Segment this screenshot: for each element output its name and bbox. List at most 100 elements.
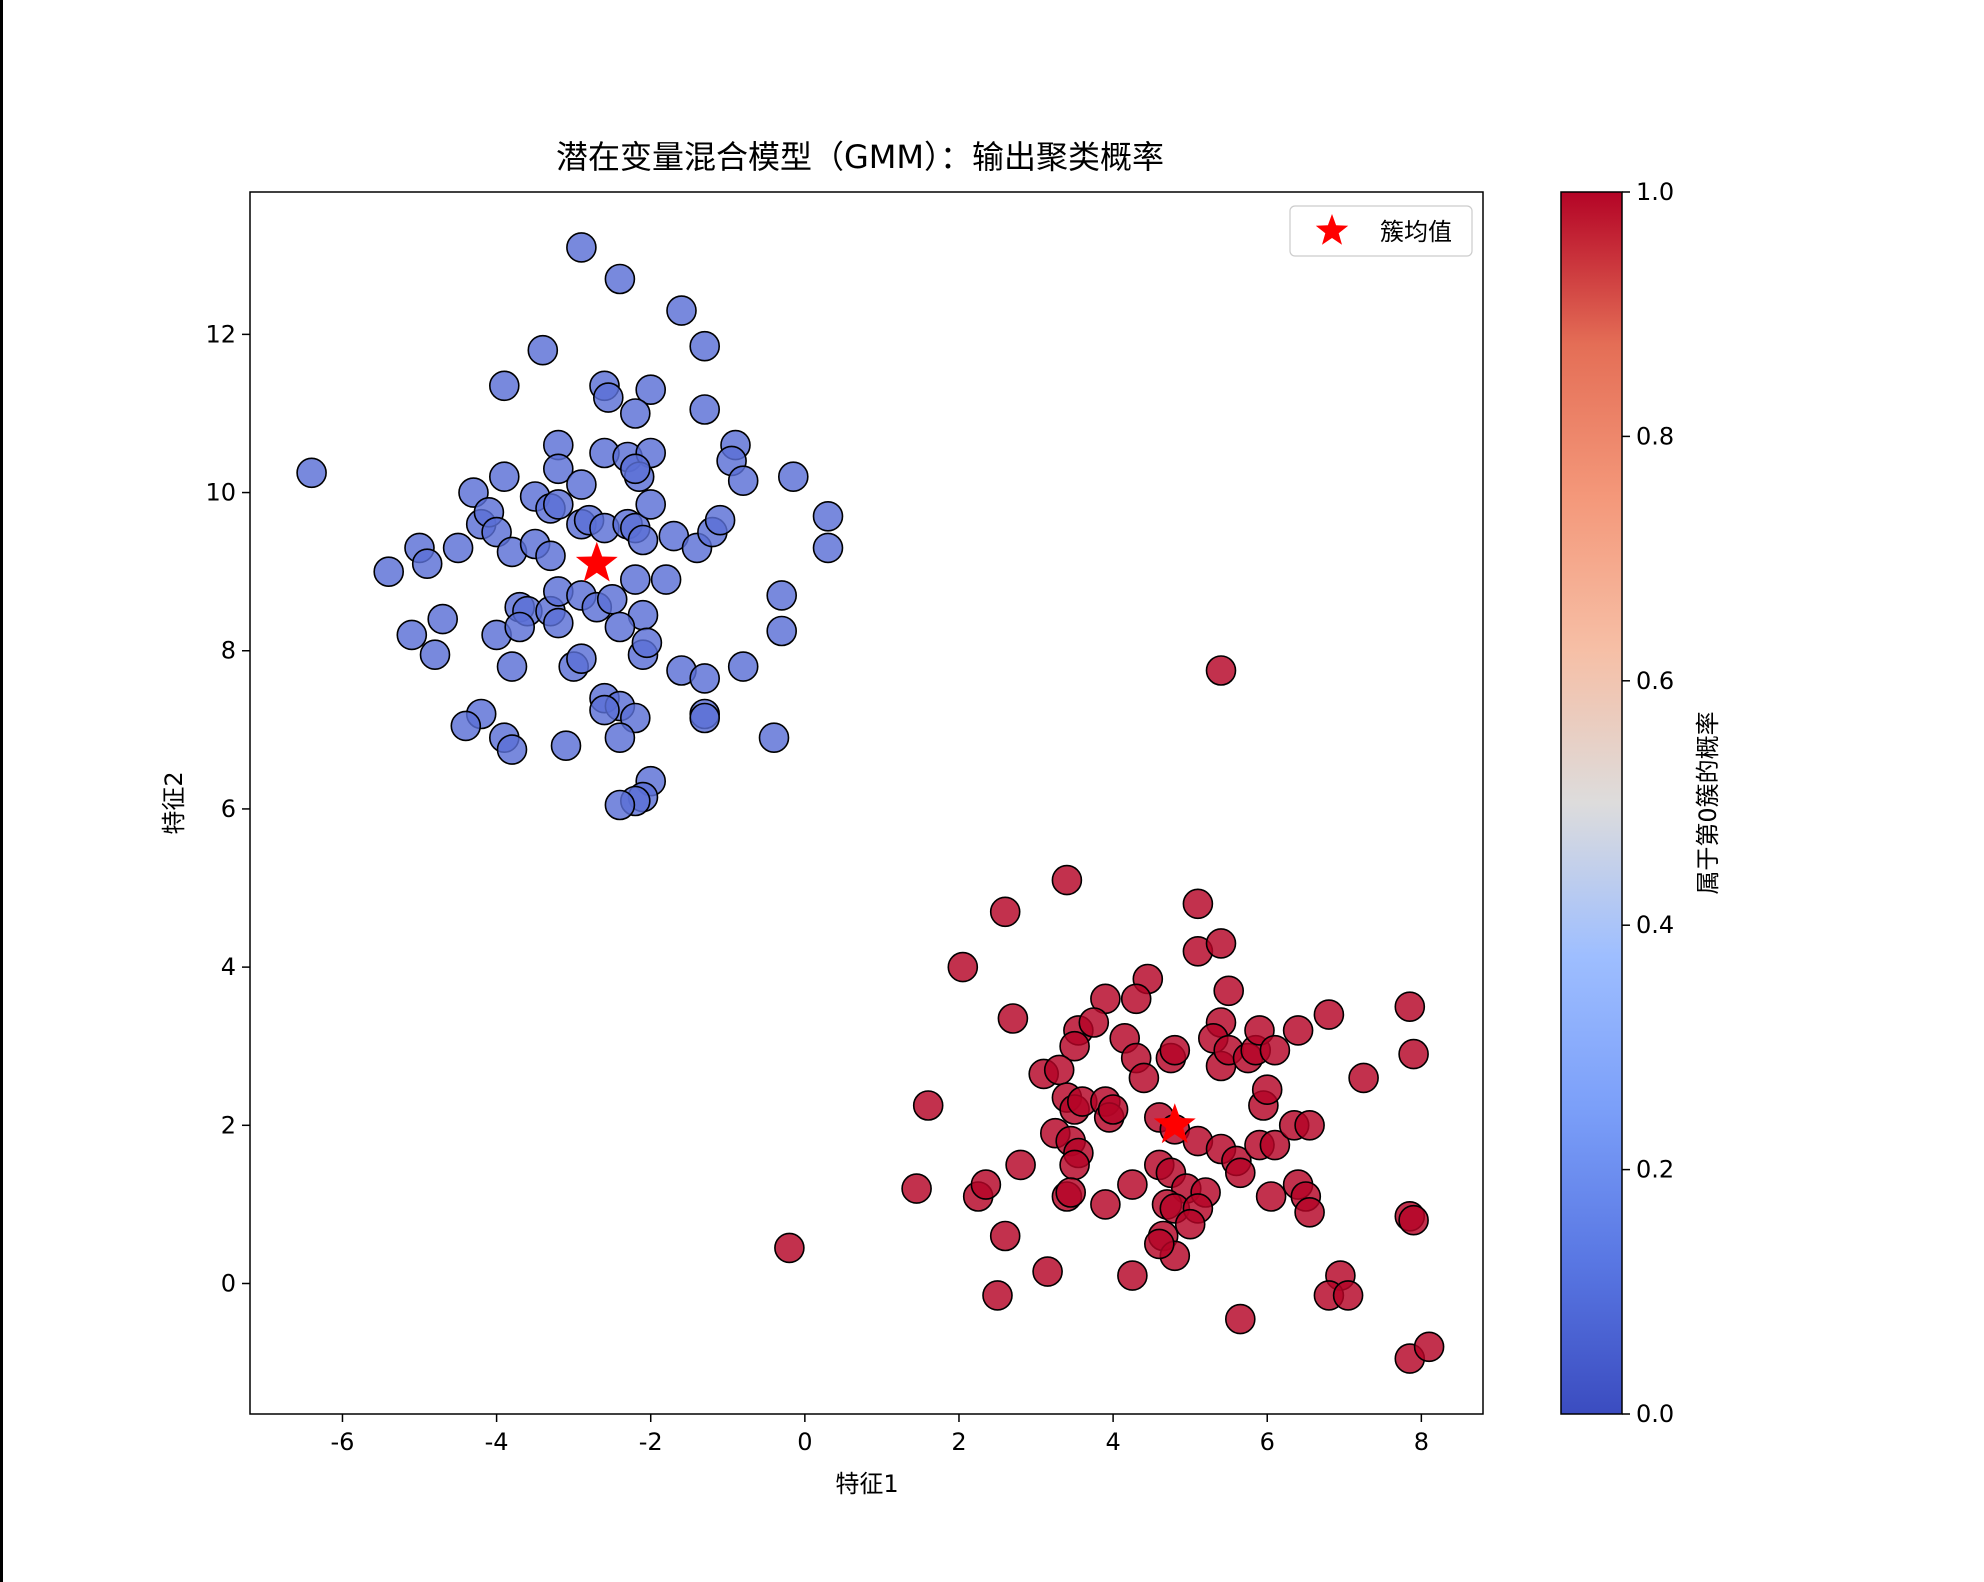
colorbar-label: 属于第0簇的概率 (1694, 711, 1722, 894)
x-tick-label: 6 (1260, 1428, 1275, 1456)
data-point (1225, 1303, 1256, 1335)
data-point (1225, 1157, 1256, 1189)
data-point (666, 295, 697, 326)
data-point (596, 583, 628, 615)
data-point (1413, 1331, 1445, 1363)
data-point (774, 1232, 805, 1264)
data-point (550, 730, 582, 762)
data-point (1128, 1062, 1160, 1094)
y-tick-label: 6 (221, 795, 236, 823)
data-point (396, 619, 428, 651)
colorbar: 0.0 0.2 0.4 0.6 0.8 1.0 属于第0簇的概率 (1560, 178, 1722, 1428)
data-point (604, 263, 636, 295)
data-point (766, 615, 798, 647)
data-point (1117, 1260, 1148, 1291)
data-point (777, 461, 809, 493)
colorbar-tick-label: 0.2 (1636, 1156, 1674, 1184)
data-point (1313, 999, 1345, 1030)
data-point (704, 504, 736, 536)
y-tick-label: 2 (221, 1111, 236, 1139)
data-point (296, 457, 327, 489)
x-axis: -6 -4 -2 0 2 4 6 8 (331, 1414, 1429, 1456)
data-point (1294, 1110, 1325, 1141)
y-axis-label: 特征2 (160, 771, 188, 834)
data-point (1251, 1074, 1283, 1105)
data-point (1255, 1181, 1287, 1212)
colorbar-tick-label: 0.6 (1636, 667, 1674, 695)
data-point (1043, 1054, 1075, 1086)
data-point (619, 564, 651, 595)
data-point (566, 232, 597, 263)
data-point (1348, 1062, 1379, 1094)
data-point (496, 651, 528, 682)
data-point (901, 1173, 932, 1204)
data-point (1051, 864, 1083, 896)
data-point (592, 382, 624, 413)
data-point (635, 374, 667, 406)
data-point (542, 489, 574, 520)
data-point (604, 789, 636, 821)
data-point (970, 1169, 1002, 1200)
data-point (1174, 1208, 1206, 1240)
data-point (812, 532, 844, 564)
data-point (989, 896, 1021, 928)
y-tick-label: 12 (205, 320, 236, 348)
x-tick-label: -2 (639, 1428, 663, 1456)
data-point (1259, 1129, 1291, 1161)
data-point (689, 394, 721, 425)
y-tick-label: 8 (221, 637, 236, 665)
data-point (1205, 928, 1237, 959)
legend-box (1289, 205, 1473, 257)
data-point (1398, 1038, 1429, 1070)
data-point (1259, 1034, 1291, 1066)
x-tick-label: 0 (797, 1428, 812, 1456)
data-point (535, 540, 566, 572)
data-point (450, 710, 482, 742)
data-point (1005, 1149, 1036, 1181)
data-point (604, 611, 636, 643)
plot-frame (249, 191, 1484, 1415)
data-point (619, 453, 651, 485)
data-point (989, 1220, 1021, 1252)
data-point (619, 398, 651, 429)
data-point (1182, 888, 1214, 920)
data-point (1078, 1007, 1110, 1038)
data-point (758, 722, 790, 754)
data-point (411, 548, 443, 580)
data-point (727, 465, 759, 497)
data-point (504, 611, 536, 643)
data-point (689, 330, 721, 362)
data-point (1032, 1256, 1063, 1287)
data-point (373, 556, 405, 588)
data-point (542, 607, 574, 639)
data-point (604, 722, 636, 754)
plot-area (296, 232, 1445, 1374)
data-point (727, 651, 759, 682)
colorbar-ticks: 0.0 0.2 0.4 0.6 0.8 1.0 (1622, 178, 1674, 1428)
x-tick-label: -6 (331, 1428, 355, 1456)
data-point (1394, 991, 1426, 1023)
cluster-mean-star (575, 541, 618, 582)
chart-title: 潜在变量混合模型（GMM）：输出聚类概率 (556, 138, 1164, 176)
y-tick-label: 10 (205, 479, 236, 507)
data-point (1213, 975, 1244, 1007)
data-point (997, 1003, 1029, 1034)
data-point (527, 334, 559, 366)
data-point (1059, 1030, 1090, 1062)
data-point (912, 1090, 944, 1121)
x-tick-label: 8 (1414, 1428, 1429, 1456)
data-point (566, 643, 597, 675)
data-point (1090, 1189, 1121, 1220)
data-point (1144, 1228, 1175, 1260)
data-point (766, 580, 798, 611)
colorbar-gradient (1560, 191, 1623, 1415)
data-point (496, 734, 528, 765)
data-point (812, 500, 844, 532)
data-point (488, 370, 520, 402)
data-point (627, 524, 659, 556)
data-point (542, 453, 574, 485)
colorbar-tick-label: 0.4 (1636, 911, 1674, 939)
data-point (1117, 1169, 1148, 1200)
data-point (1159, 1034, 1191, 1066)
